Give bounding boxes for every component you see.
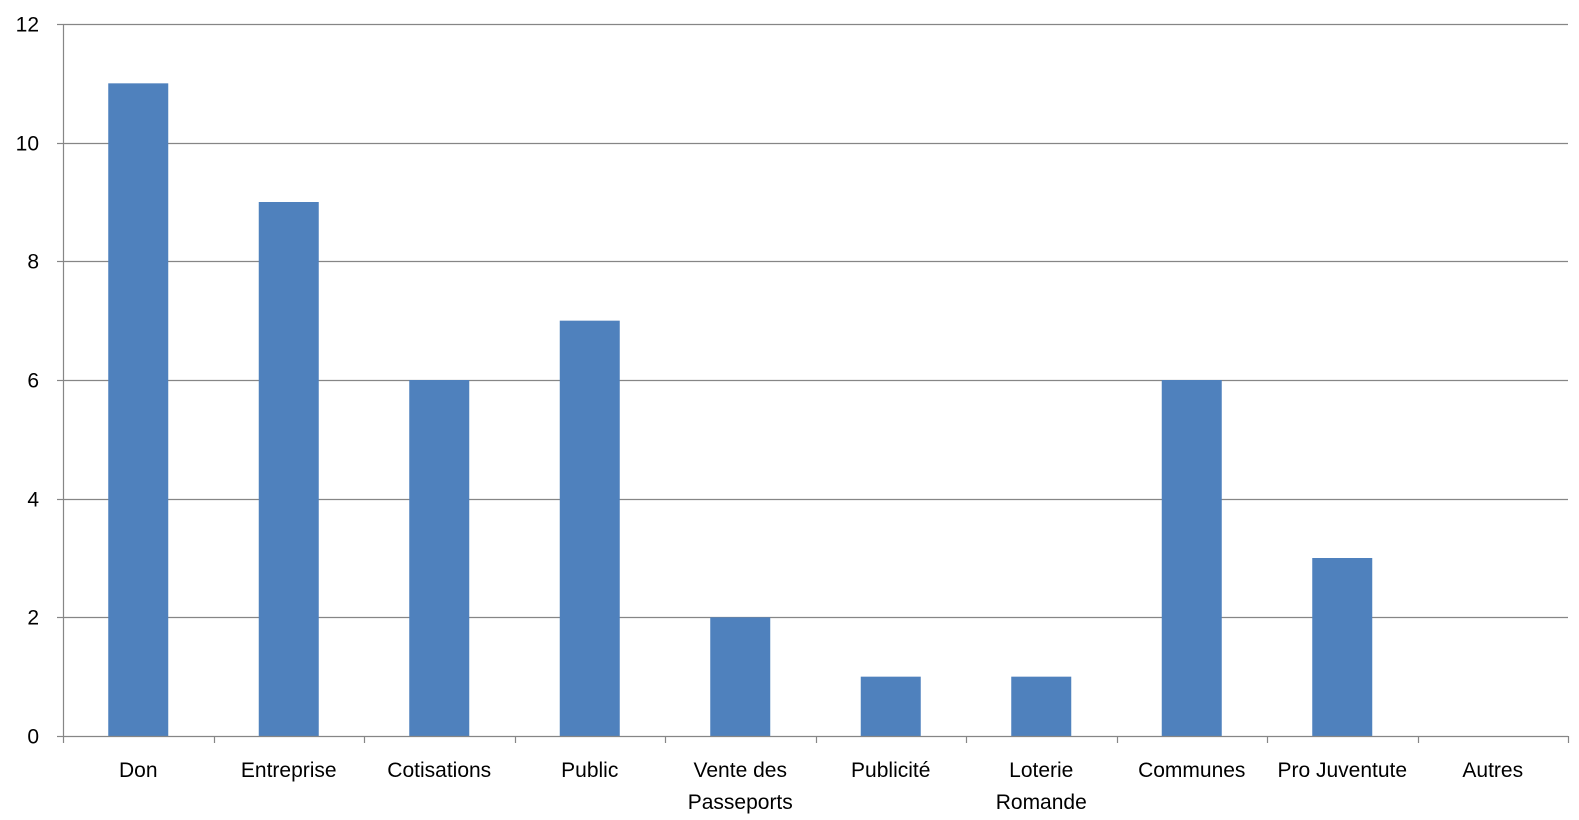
- x-tick-label: Cotisations: [387, 759, 491, 782]
- x-tick-label-line: Entreprise: [241, 759, 337, 782]
- axes: [57, 23, 1570, 743]
- y-tick-label: 12: [16, 14, 39, 37]
- x-tick-label-line: Passeports: [688, 791, 793, 814]
- x-tick-label-line: Loterie: [1009, 759, 1073, 782]
- y-tick-label: 0: [27, 726, 39, 749]
- y-tick-label: 2: [27, 607, 39, 630]
- bars: [108, 83, 1373, 737]
- x-tick-label: Publicité: [851, 759, 930, 782]
- x-tick-label-line: Romande: [996, 791, 1087, 814]
- x-tick-label-line: Pro Juventute: [1277, 759, 1407, 782]
- x-tick-labels: Don Entreprise Cotisations Public Vente des P…: [119, 759, 1523, 814]
- x-tick-label-line: Publicité: [851, 759, 930, 782]
- x-tick-label-line: Don: [119, 759, 158, 782]
- x-tick-label-line: Autres: [1462, 759, 1523, 782]
- x-tick-label: Pro Juventute: [1277, 759, 1407, 782]
- bar: [1161, 380, 1222, 736]
- x-tick-label-line: Public: [561, 759, 618, 782]
- bar: [559, 320, 620, 736]
- bar: [108, 83, 169, 737]
- x-tick-label: Don: [119, 759, 158, 782]
- x-tick-label-line: Vente des: [694, 759, 787, 782]
- y-tick-label: 8: [27, 251, 39, 274]
- bar: [1011, 676, 1072, 736]
- y-tick-labels: 0 2 4 6 8 10 12: [16, 14, 40, 749]
- x-tick-label: Loterie Romande: [996, 759, 1087, 814]
- x-tick-label-line: Cotisations: [387, 759, 491, 782]
- x-tick-label: Communes: [1138, 759, 1245, 782]
- x-tick-label: Vente des Passeports: [688, 759, 793, 814]
- y-tick-label: 4: [27, 489, 39, 512]
- y-tick-label: 10: [16, 133, 39, 156]
- x-tick-label-line: Communes: [1138, 759, 1245, 782]
- x-tick-label: Autres: [1462, 759, 1523, 782]
- y-tick-label: 6: [27, 370, 39, 393]
- bar: [258, 202, 319, 736]
- bar: [860, 676, 921, 736]
- x-tick-label: Entreprise: [241, 759, 337, 782]
- x-tick-label: Public: [561, 759, 618, 782]
- bar: [409, 380, 470, 736]
- bar: [1312, 558, 1373, 736]
- bar: [710, 617, 771, 736]
